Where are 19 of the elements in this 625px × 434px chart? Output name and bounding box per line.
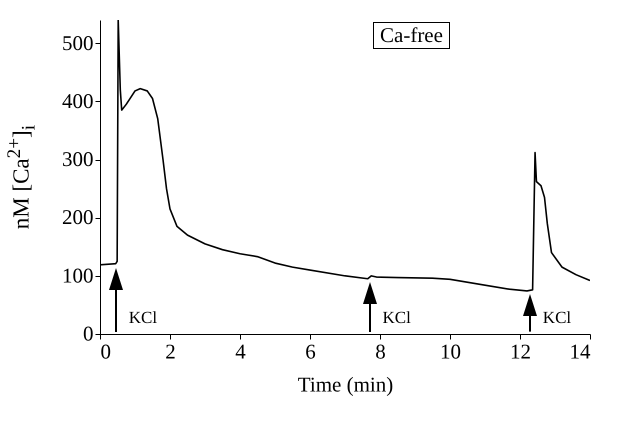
- annotation: Ca-free: [373, 22, 450, 49]
- x-tick-label: 0: [100, 340, 111, 364]
- y-tick-label: 300: [62, 147, 94, 172]
- x-tick-label: 14: [570, 340, 591, 364]
- y-tick-label: 100: [62, 263, 94, 288]
- x-tick-label: 12: [510, 340, 531, 364]
- annotation: KCl: [128, 308, 158, 328]
- annotation: KCl: [542, 308, 572, 328]
- x-tick-label: 10: [440, 340, 461, 364]
- x-axis-title: Time (min): [298, 372, 394, 396]
- y-tick-label: 200: [62, 205, 94, 230]
- x-tick-label: 8: [375, 340, 386, 364]
- annotation: KCl: [382, 308, 411, 328]
- y-tick-label: 400: [62, 88, 94, 113]
- y-tick-label: 500: [62, 30, 94, 55]
- x-tick-label: 2: [165, 340, 176, 364]
- y-tick-label: 0: [83, 322, 94, 346]
- x-tick-label: 4: [235, 340, 246, 364]
- x-tick-label: 6: [305, 340, 316, 364]
